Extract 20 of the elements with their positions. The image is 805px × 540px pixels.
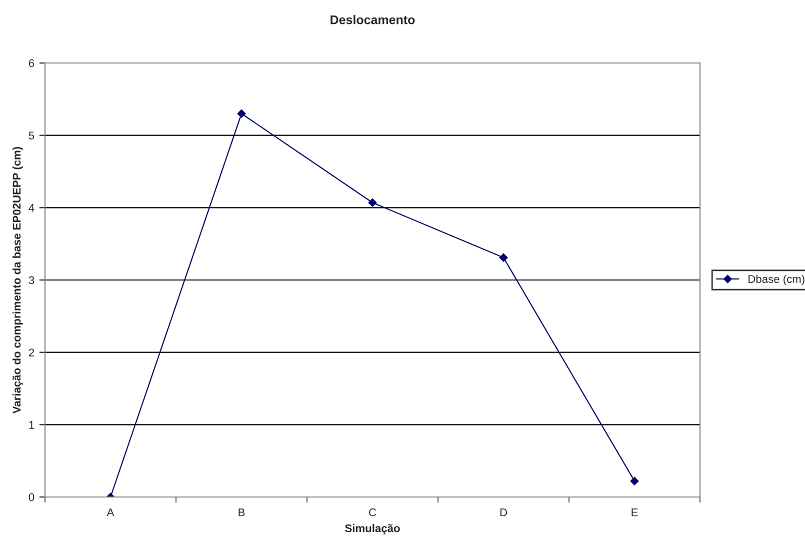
y-tick-label: 0 <box>28 493 34 502</box>
x-axis-title: Simulação <box>345 524 400 534</box>
y-tick-label: 3 <box>28 276 34 284</box>
point <box>237 110 246 118</box>
point <box>499 253 508 262</box>
y-tick-label: 4 <box>28 204 34 212</box>
y-tick-label: 1 <box>29 421 34 429</box>
chart-title: Deslocamento <box>330 15 415 24</box>
legend-label: Dbase (cm) <box>748 274 804 286</box>
x-tick-label: A <box>106 508 114 516</box>
y-tick-label: 5 <box>28 132 34 140</box>
y-axis-title: Variação do comprimento da base EP02UEPP (cm) <box>12 146 23 414</box>
x-tick-label: D <box>500 508 507 516</box>
point <box>630 476 639 486</box>
point <box>368 198 377 207</box>
x-tick-label: C <box>369 508 376 516</box>
y-tick-label: 6 <box>28 59 34 68</box>
x-tick-label: B <box>238 508 245 516</box>
x-tick-label: E <box>632 508 638 516</box>
y-tick-label: 2 <box>28 348 34 356</box>
